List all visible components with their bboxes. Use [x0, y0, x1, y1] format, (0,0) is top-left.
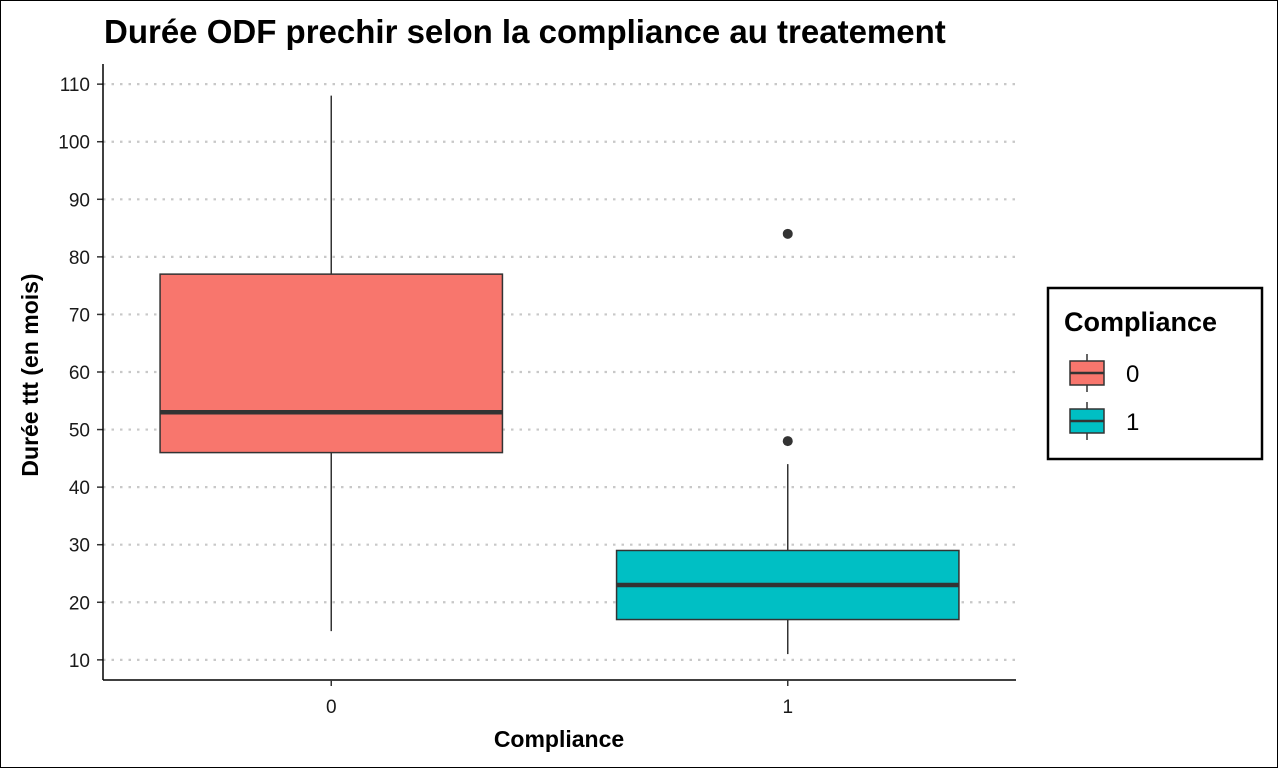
y-tick-label-60: 60 — [69, 363, 90, 384]
legend-label-1: 1 — [1126, 409, 1139, 436]
y-tick-label-110: 110 — [60, 75, 90, 96]
y-tick-label-80: 80 — [69, 248, 90, 269]
legend-label-0: 0 — [1126, 361, 1139, 388]
box-group-1 — [615, 228, 960, 655]
outlier-point-1-1 — [782, 228, 793, 239]
outlier-point-1-0 — [782, 436, 793, 447]
y-tick-label-40: 40 — [69, 478, 90, 499]
y-axis-title: Durée ttt (en mois) — [17, 273, 43, 476]
x-tick-label-0: 0 — [326, 697, 337, 718]
x-axis-title: Compliance — [494, 726, 624, 752]
y-tick-label-70: 70 — [69, 305, 90, 326]
y-tick-label-20: 20 — [69, 593, 90, 614]
x-tick-label-1: 1 — [782, 697, 793, 718]
y-tick-label-50: 50 — [69, 421, 90, 442]
legend-title: Compliance — [1064, 307, 1217, 337]
box-0 — [159, 273, 504, 454]
box-group-0 — [159, 95, 504, 632]
chart-title: Durée ODF prechir selon la compliance au… — [104, 13, 946, 50]
y-tick-label-10: 10 — [69, 651, 90, 672]
y-axis: 10 20 30 40 50 60 70 80 90 100 110 — [58, 64, 104, 680]
legend: Compliance 0 1 — [1046, 286, 1264, 461]
y-tick-label-30: 30 — [69, 536, 90, 557]
legend-item-0: 0 — [1069, 354, 1139, 392]
legend-item-1: 1 — [1069, 402, 1139, 440]
boxes — [159, 95, 960, 655]
y-tick-label-90: 90 — [69, 190, 90, 211]
y-tick-label-100: 100 — [58, 133, 90, 154]
